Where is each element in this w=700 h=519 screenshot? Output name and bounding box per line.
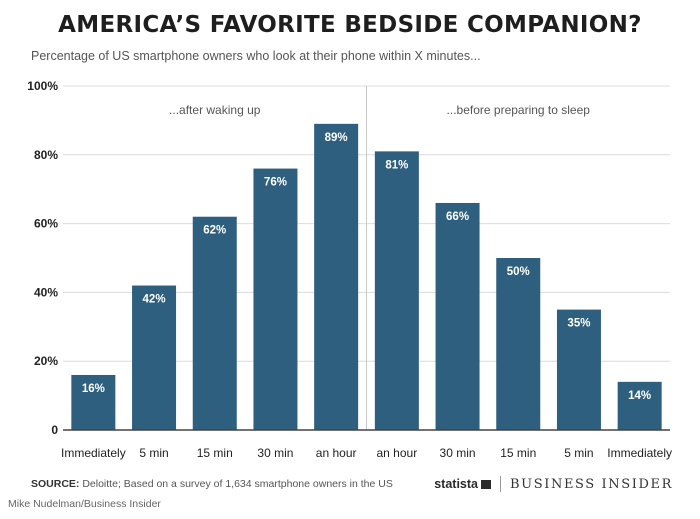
bar [253, 168, 298, 430]
statista-logo: statista [434, 477, 479, 491]
y-tick-label: 80% [34, 148, 58, 162]
y-tick-label: 0 [51, 423, 58, 437]
chart-subtitle: Percentage of US smartphone owners who l… [31, 49, 481, 63]
bar [496, 258, 541, 430]
x-tick-label: 5 min [564, 446, 593, 460]
business-insider-logo: BUSINESS INSIDER [510, 476, 673, 492]
data-label: 81% [385, 159, 408, 171]
source-note: SOURCE: Deloitte; Based on a survey of 1… [31, 478, 393, 490]
x-tick-label: 15 min [500, 446, 536, 460]
data-label: 50% [507, 266, 530, 278]
x-tick-label: an hour [376, 446, 417, 460]
source-label: SOURCE: [31, 478, 80, 490]
y-tick-label: 60% [34, 217, 58, 231]
data-label: 76% [264, 177, 287, 189]
y-tick-label: 40% [34, 285, 58, 299]
x-tick-label: 15 min [197, 446, 233, 460]
data-label: 66% [446, 211, 469, 223]
data-label: 35% [567, 318, 590, 330]
x-tick-label: Immediately [607, 446, 672, 460]
bar [71, 374, 116, 430]
data-label: 16% [82, 383, 105, 395]
bar [314, 123, 359, 430]
bar [617, 381, 662, 430]
bar [556, 309, 601, 430]
source-text: Deloitte; Based on a survey of 1,634 sma… [79, 478, 393, 490]
data-label: 14% [628, 390, 651, 402]
brand-logos: statista BUSINESS INSIDER [434, 476, 673, 492]
x-tick-label: Immediately [61, 446, 126, 460]
data-label: 42% [143, 294, 166, 306]
x-tick-label: 5 min [139, 446, 168, 460]
data-label: 62% [203, 225, 226, 237]
brand-divider [500, 476, 502, 492]
bar [435, 202, 480, 430]
group-label: ...after waking up [169, 103, 261, 117]
x-tick-label: an hour [316, 446, 357, 460]
data-label: 89% [325, 132, 348, 144]
x-tick-label: 30 min [257, 446, 293, 460]
y-tick-label: 100% [27, 79, 58, 93]
group-label: ...before preparing to sleep [447, 103, 591, 117]
y-tick-label: 20% [34, 354, 58, 368]
chart-title: AMERICA’S FAVORITE BEDSIDE COMPANION? [58, 12, 642, 38]
bar [374, 151, 419, 431]
credit-line: Mike Nudelman/Business Insider [8, 498, 161, 510]
bar [192, 216, 237, 430]
x-tick-label: 30 min [440, 446, 476, 460]
bar [132, 285, 177, 430]
statista-flag-icon [481, 479, 492, 489]
